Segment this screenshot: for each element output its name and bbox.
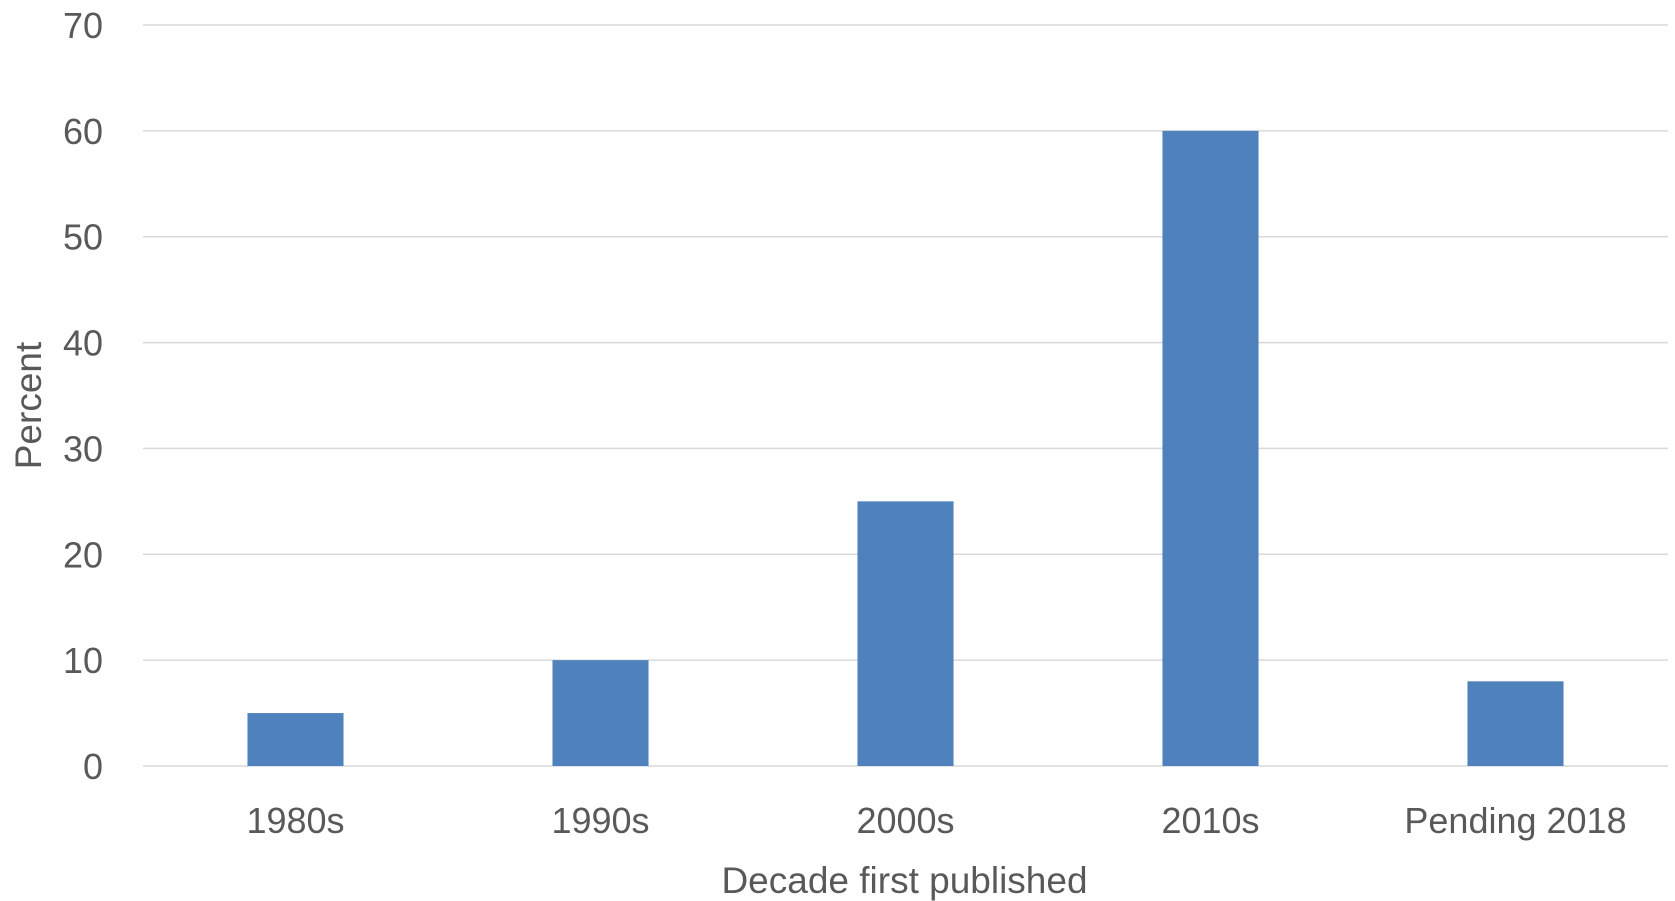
x-tick-label: Pending 2018 bbox=[1404, 800, 1626, 841]
x-tick-label: 1990s bbox=[551, 800, 649, 841]
x-tick-label: 2010s bbox=[1161, 800, 1259, 841]
x-tick-label: 1980s bbox=[246, 800, 344, 841]
y-tick-label: 70 bbox=[63, 5, 103, 46]
y-axis-ticks: 0 10 20 30 40 50 60 70 bbox=[63, 5, 103, 787]
y-tick-label: 0 bbox=[83, 746, 103, 787]
y-tick-label: 30 bbox=[63, 428, 103, 469]
y-axis-title: Percent bbox=[8, 341, 49, 469]
y-tick-label: 40 bbox=[63, 323, 103, 364]
bar-1980s bbox=[247, 713, 344, 766]
x-axis-ticks: 1980s 1990s 2000s 2010s Pending 2018 bbox=[246, 800, 1626, 841]
x-axis-title: Decade first published bbox=[721, 860, 1087, 901]
y-tick-label: 20 bbox=[63, 534, 103, 575]
y-tick-label: 50 bbox=[63, 217, 103, 258]
y-tick-label: 10 bbox=[63, 640, 103, 681]
bar-1990s bbox=[552, 660, 649, 766]
bar-pending-2018 bbox=[1467, 681, 1564, 766]
bar-2000s bbox=[857, 501, 954, 766]
x-tick-label: 2000s bbox=[856, 800, 954, 841]
bars bbox=[247, 130, 1564, 766]
y-tick-label: 60 bbox=[63, 111, 103, 152]
bar-2010s bbox=[1162, 130, 1259, 766]
